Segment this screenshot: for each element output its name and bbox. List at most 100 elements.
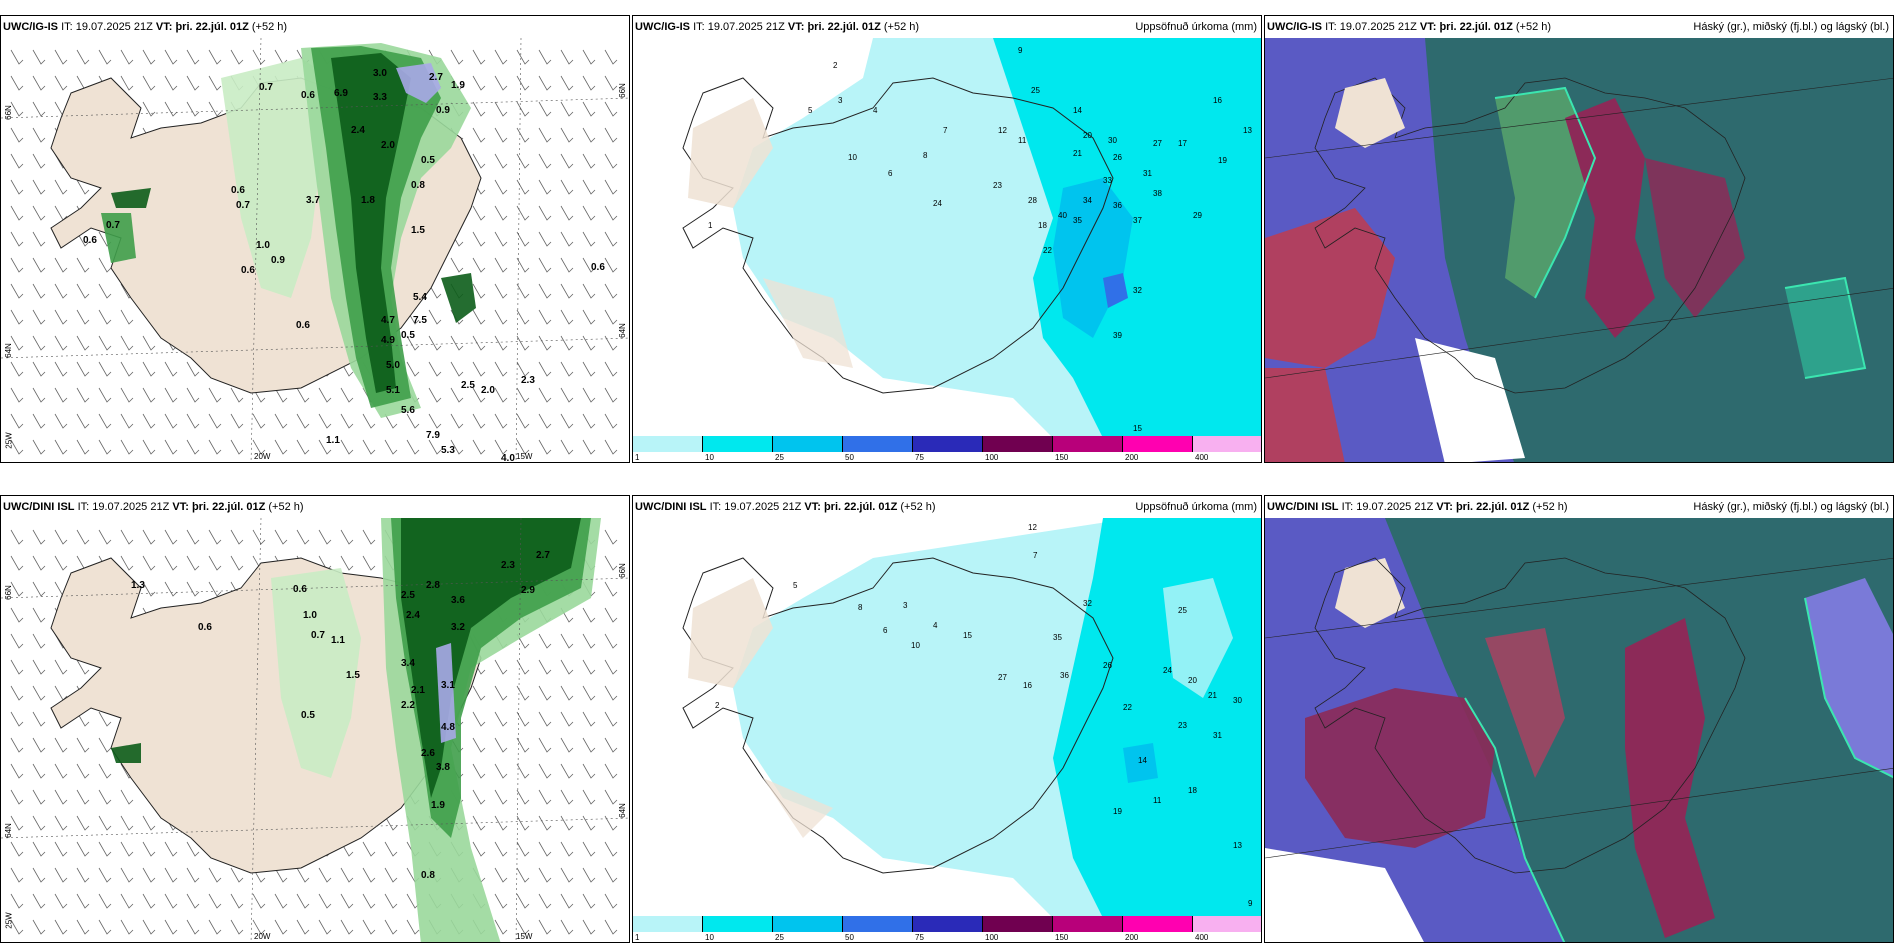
legend-label: 25 xyxy=(775,453,784,462)
wind-barb xyxy=(494,309,508,325)
wind-barb xyxy=(54,361,68,377)
precip-value: 0.6 xyxy=(591,262,605,273)
lead-time: (+52 h) xyxy=(883,21,920,33)
precip-value: 12 xyxy=(998,126,1007,135)
iceland-land xyxy=(50,557,482,874)
wind-barb xyxy=(32,361,46,377)
wind-barb xyxy=(76,49,90,65)
wind-barb xyxy=(538,153,552,169)
wind-barb xyxy=(32,581,46,597)
wind-barb xyxy=(472,737,486,753)
wind-barb xyxy=(494,387,508,403)
wind-barb xyxy=(230,893,244,909)
legend-box xyxy=(633,436,703,452)
wind-barb xyxy=(516,179,530,195)
wind-barb xyxy=(208,101,222,117)
wind-barb xyxy=(362,841,376,857)
wind-barb xyxy=(582,179,596,195)
wind-barb xyxy=(538,387,552,403)
precip-value: 15 xyxy=(1133,424,1142,433)
wind-barb xyxy=(494,179,508,195)
precip-value: 7 xyxy=(1033,551,1038,560)
wind-barb xyxy=(538,919,552,935)
wind-barb xyxy=(230,49,244,65)
wind-barb xyxy=(472,127,486,143)
wind-barb xyxy=(472,815,486,831)
wind-barb xyxy=(76,413,90,429)
precip-value: 40 xyxy=(1058,211,1067,220)
precip-value: 5.6 xyxy=(401,405,415,416)
precip-value: 11 xyxy=(1153,796,1162,805)
wind-barb xyxy=(450,335,464,351)
wind-barb xyxy=(516,361,530,377)
wind-barb xyxy=(164,439,178,455)
vt-label: VT: xyxy=(172,501,189,513)
wind-barb xyxy=(76,893,90,909)
wind-barb xyxy=(494,867,508,883)
wind-barb xyxy=(32,789,46,805)
wind-barb xyxy=(76,439,90,455)
color-legend: 1 10 25 50 75 100 150 200 400 xyxy=(633,916,1261,942)
wind-barb xyxy=(538,659,552,675)
wind-barb xyxy=(54,841,68,857)
wind-barb xyxy=(406,361,420,377)
precip-shading xyxy=(101,43,476,418)
wind-barb xyxy=(10,919,24,935)
wind-barb xyxy=(560,231,574,247)
wind-barb xyxy=(538,101,552,117)
wind-barb xyxy=(494,841,508,857)
wind-barb xyxy=(516,49,530,65)
wind-barb xyxy=(98,387,112,403)
wind-barb xyxy=(164,893,178,909)
wind-barb xyxy=(252,49,266,65)
it-label: IT: xyxy=(709,501,722,513)
wind-barb xyxy=(54,439,68,455)
lead-time: (+52 h) xyxy=(1515,21,1552,33)
wind-barb xyxy=(164,867,178,883)
wind-barb xyxy=(164,75,178,91)
wind-barb xyxy=(560,257,574,273)
wind-barb xyxy=(54,257,68,273)
wind-barb xyxy=(494,49,508,65)
wind-barb xyxy=(208,919,222,935)
precip-value: 4 xyxy=(873,106,878,115)
wind-barb xyxy=(10,555,24,571)
precip-value: 10 xyxy=(911,641,920,650)
valid-time: þri. 22.júl. 01Z xyxy=(807,21,881,33)
wind-barb xyxy=(516,893,530,909)
wind-barb xyxy=(164,49,178,65)
wind-barb xyxy=(494,439,508,455)
wind-barb xyxy=(98,763,112,779)
wind-barb xyxy=(384,893,398,909)
wind-barb xyxy=(76,361,90,377)
valid-time: þri. 22.júl. 01Z xyxy=(191,501,266,513)
wind-barb xyxy=(538,763,552,779)
wind-barb xyxy=(604,789,618,805)
wind-barb xyxy=(384,815,398,831)
wind-barb xyxy=(120,789,134,805)
wind-barb xyxy=(516,205,530,221)
precip-value: 15 xyxy=(963,631,972,640)
wind-barb xyxy=(560,789,574,805)
wind-barb xyxy=(10,633,24,649)
precip-value: 12 xyxy=(1028,523,1037,532)
wind-barb xyxy=(98,919,112,935)
init-time: 19.07.2025 21Z xyxy=(1339,21,1417,33)
precip-value: 34 xyxy=(1083,196,1092,205)
wind-barb xyxy=(98,361,112,377)
wind-barb xyxy=(560,737,574,753)
wind-barb xyxy=(604,361,618,377)
wind-barb xyxy=(76,231,90,247)
wind-barb xyxy=(32,49,46,65)
wind-barb xyxy=(32,815,46,831)
field-title: Uppsöfnuð úrkoma (mm) xyxy=(1135,21,1257,33)
precip-value: 1.9 xyxy=(451,80,465,91)
precip-value: 0.7 xyxy=(106,220,120,231)
wind-barb xyxy=(340,413,354,429)
precip-value: 2.0 xyxy=(381,140,395,151)
wind-barb xyxy=(76,815,90,831)
wind-barb xyxy=(560,919,574,935)
wind-barb xyxy=(516,659,530,675)
map-wind-precip: 0.6 0.6 1.0 0.7 1.1 1.5 0.5 2.5 2.8 3.6 … xyxy=(1,518,629,942)
precip-value: 27 xyxy=(1153,139,1162,148)
